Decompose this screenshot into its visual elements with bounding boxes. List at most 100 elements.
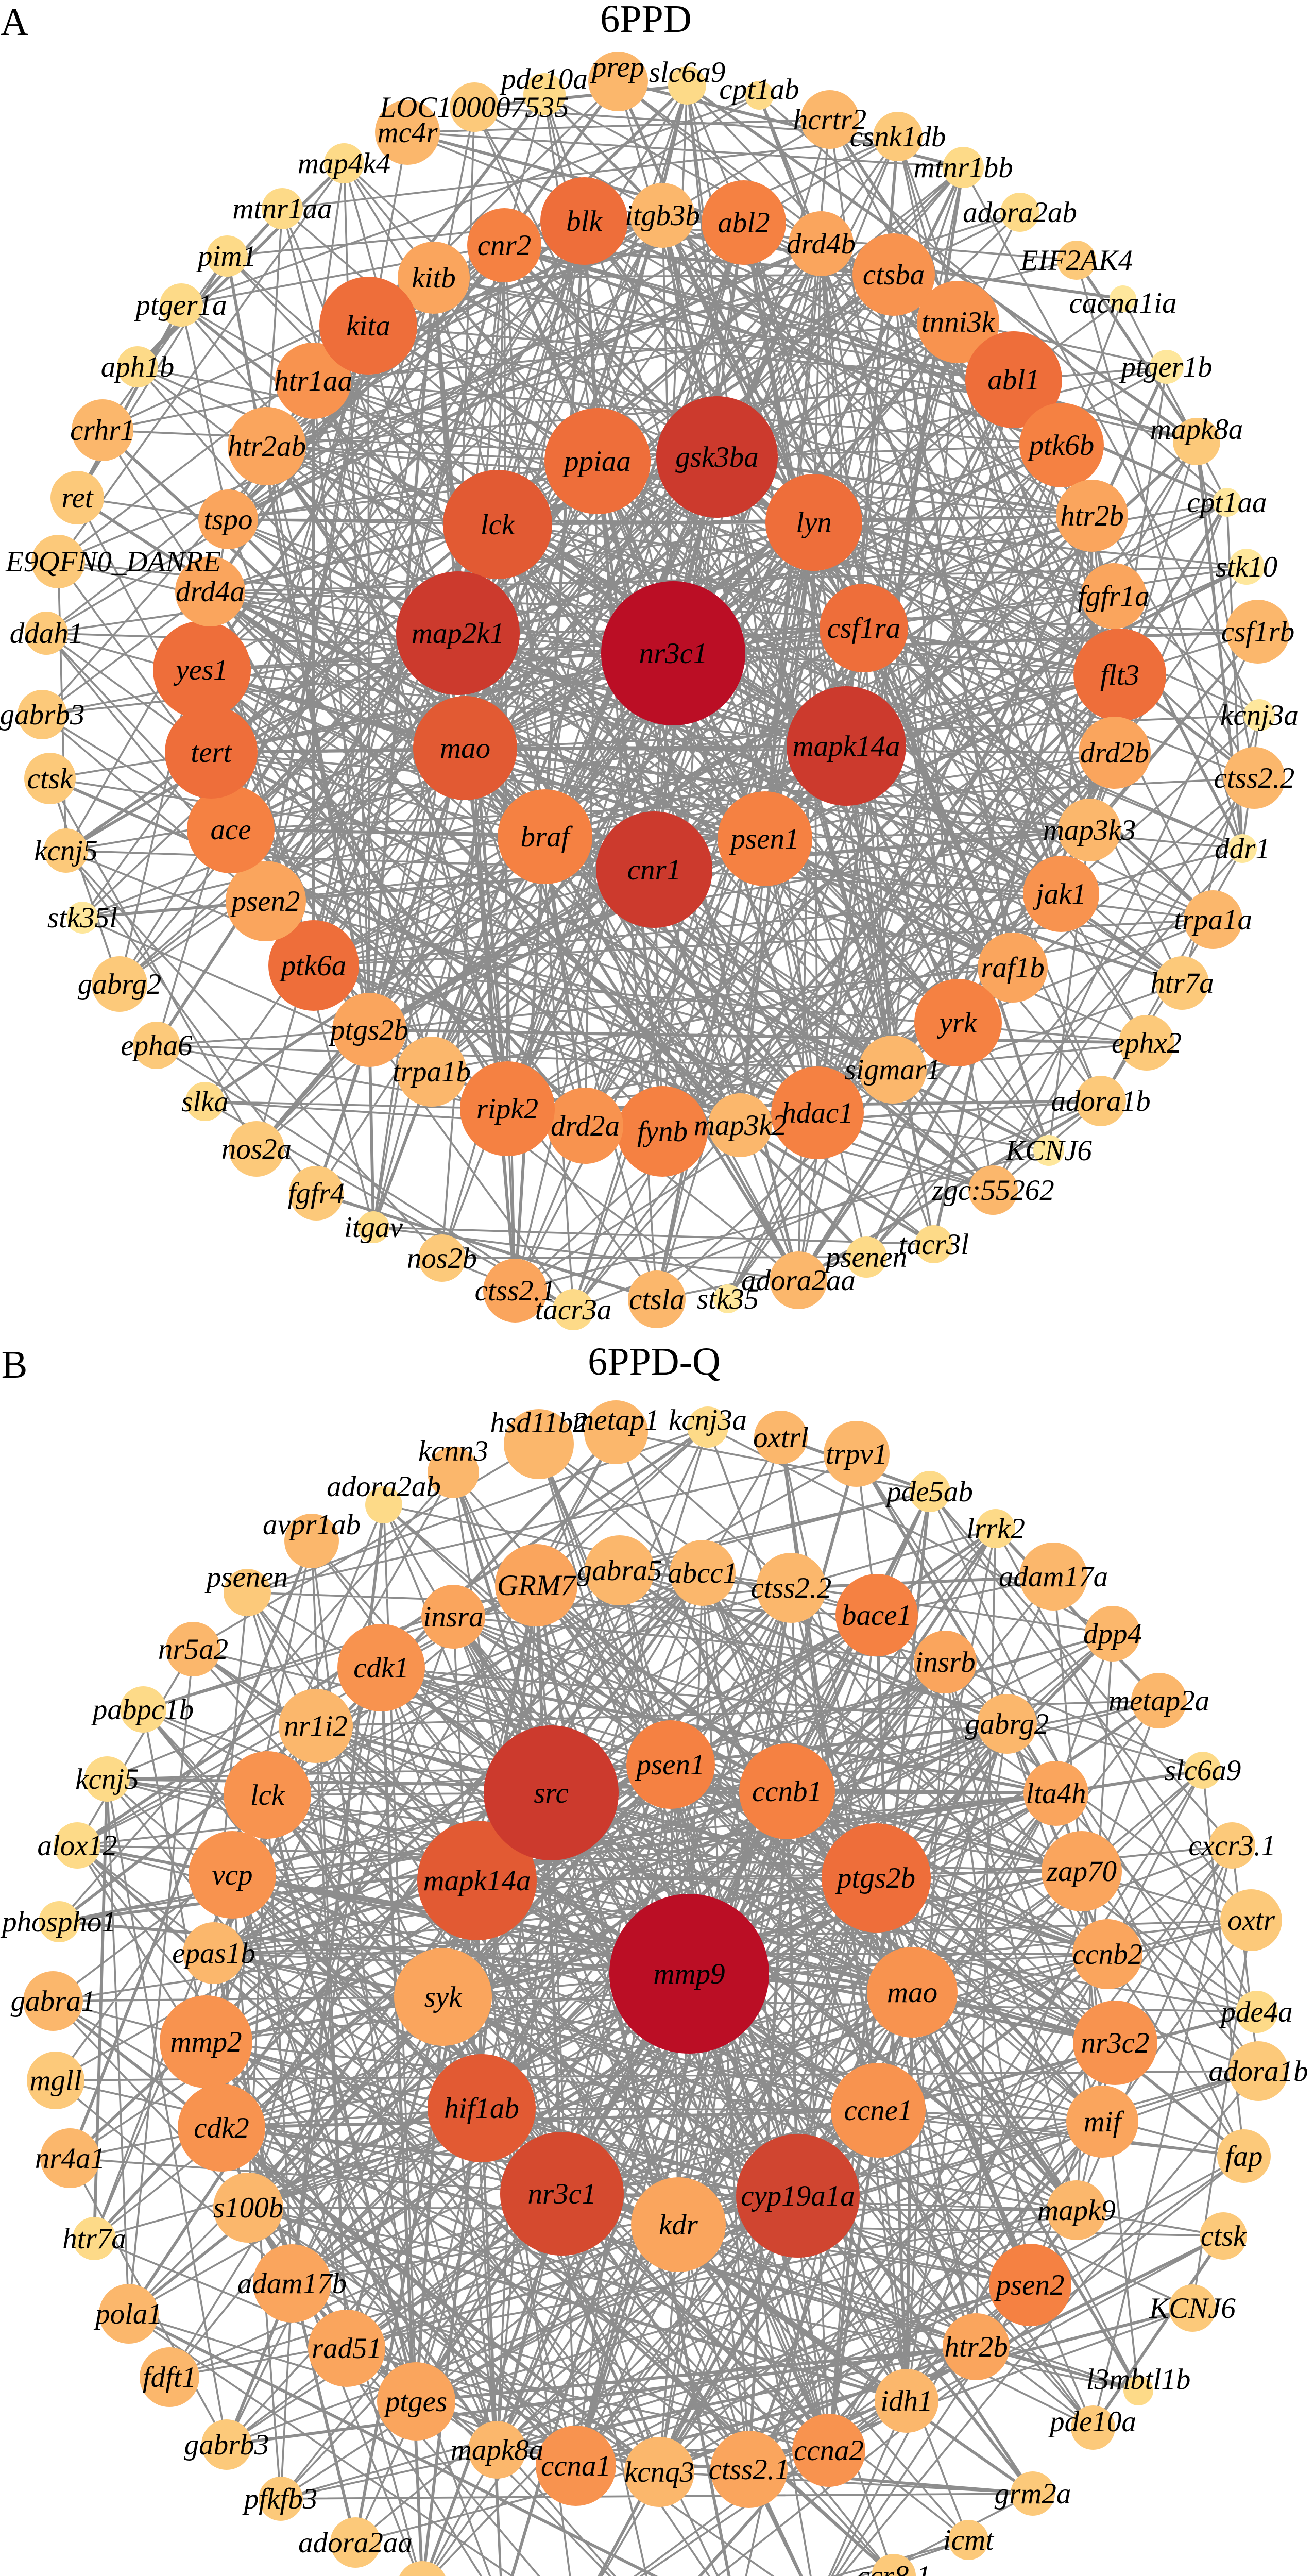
svg-text:gabrg2: gabrg2: [78, 968, 162, 1001]
svg-text:csnk1db: csnk1db: [850, 121, 946, 153]
svg-text:adora2ab: adora2ab: [327, 1470, 441, 1503]
svg-text:stk35: stk35: [697, 1283, 759, 1315]
svg-text:ppiaa: ppiaa: [562, 445, 631, 478]
svg-text:cyp19a1a: cyp19a1a: [741, 2180, 855, 2212]
svg-text:gsk3ba: gsk3ba: [675, 441, 758, 473]
svg-text:mif: mif: [1084, 2106, 1125, 2138]
svg-text:itgav: itgav: [344, 1211, 403, 1244]
svg-text:dpp4: dpp4: [1083, 1618, 1142, 1650]
svg-text:gabrg2: gabrg2: [965, 1708, 1049, 1740]
svg-text:flt3: flt3: [1100, 659, 1139, 691]
svg-text:nr5a2: nr5a2: [158, 1633, 228, 1666]
svg-text:nr1i2: nr1i2: [284, 1710, 348, 1742]
svg-text:fgfr4: fgfr4: [288, 1177, 345, 1210]
svg-text:drd2a: drd2a: [551, 1110, 620, 1142]
svg-text:insrb: insrb: [915, 1646, 975, 1679]
svg-text:mapk8a: mapk8a: [451, 2434, 543, 2466]
svg-text:adora1b: adora1b: [1208, 2055, 1308, 2088]
svg-text:ptk6a: ptk6a: [279, 950, 347, 982]
svg-text:fdft1: fdft1: [143, 2361, 197, 2394]
svg-text:jak1: jak1: [1032, 878, 1086, 910]
svg-text:zap70: zap70: [1046, 1855, 1117, 1888]
svg-text:icmt: icmt: [943, 2524, 994, 2556]
svg-text:trpv1: trpv1: [826, 1438, 888, 1470]
svg-text:vcp: vcp: [212, 1859, 252, 1891]
svg-text:ptges: ptges: [383, 2385, 447, 2418]
svg-text:adam17a: adam17a: [999, 1561, 1108, 1593]
svg-text:cnr1: cnr1: [627, 854, 681, 886]
svg-text:psen2: psen2: [994, 2269, 1065, 2301]
svg-text:epas1b: epas1b: [172, 1937, 255, 1970]
svg-text:ace: ace: [210, 814, 251, 846]
svg-text:tert: tert: [191, 736, 232, 769]
svg-text:mao: mao: [440, 732, 490, 765]
svg-text:stk35l: stk35l: [47, 902, 117, 934]
svg-text:nr3c1: nr3c1: [528, 2178, 596, 2210]
svg-text:ctsla: ctsla: [629, 1283, 685, 1316]
svg-text:fap: fap: [1225, 2140, 1263, 2173]
svg-text:slc6a9: slc6a9: [1165, 1754, 1241, 1787]
svg-text:ctss2.1: ctss2.1: [475, 1275, 556, 1307]
svg-text:cdk1: cdk1: [353, 1652, 409, 1684]
svg-text:kcnj5: kcnj5: [34, 835, 97, 867]
svg-text:itgb3b: itgb3b: [625, 199, 700, 232]
svg-text:pde4a: pde4a: [1219, 1996, 1292, 2028]
svg-text:hsd11b2: hsd11b2: [490, 1406, 588, 1439]
svg-text:cpt1ab: cpt1ab: [719, 73, 799, 106]
svg-text:gabrb3: gabrb3: [184, 2429, 269, 2461]
svg-text:pde10a: pde10a: [1048, 2405, 1136, 2438]
svg-text:grm2a: grm2a: [995, 2478, 1071, 2510]
svg-text:ctsba: ctsba: [863, 259, 925, 291]
svg-text:mao: mao: [887, 1976, 937, 2009]
svg-text:htr2b: htr2b: [944, 2331, 1008, 2363]
svg-text:kcnq3: kcnq3: [624, 2456, 694, 2488]
svg-text:ccr8.1: ccr8.1: [857, 2560, 931, 2576]
svg-text:ctsk: ctsk: [1201, 2220, 1247, 2252]
svg-text:htr7a: htr7a: [1150, 967, 1214, 999]
svg-text:mtnr1bb: mtnr1bb: [913, 151, 1013, 184]
svg-text:ccnb2: ccnb2: [1072, 1938, 1142, 1971]
svg-text:drd4b: drd4b: [787, 228, 856, 260]
svg-text:prep: prep: [590, 51, 644, 83]
svg-text:slc6a9: slc6a9: [649, 56, 726, 89]
svg-text:ctss2.1: ctss2.1: [709, 2453, 790, 2486]
svg-text:mapk8a: mapk8a: [1150, 413, 1243, 446]
svg-text:kita: kita: [346, 310, 390, 342]
svg-text:map4k4: map4k4: [298, 147, 390, 180]
svg-text:ctss2.2: ctss2.2: [1214, 762, 1295, 794]
svg-text:pim1: pim1: [196, 240, 257, 273]
svg-text:lta4h: lta4h: [1026, 1777, 1086, 1810]
svg-text:ptger1a: ptger1a: [133, 289, 227, 321]
svg-text:epha6: epha6: [121, 1029, 193, 1062]
svg-text:mgll: mgll: [29, 2064, 81, 2097]
svg-text:ptgs2b: ptgs2b: [835, 1862, 915, 1894]
svg-text:crhr1: crhr1: [70, 414, 135, 447]
svg-text:abl2: abl2: [718, 207, 770, 239]
svg-text:pfkfb3: pfkfb3: [242, 2483, 317, 2515]
svg-text:cacna1ia: cacna1ia: [1069, 287, 1177, 319]
svg-text:A: A: [1, 1, 29, 44]
svg-text:pola1: pola1: [93, 2298, 162, 2330]
svg-text:csf1rb: csf1rb: [1221, 616, 1295, 648]
svg-text:yes1: yes1: [173, 654, 228, 686]
svg-text:kcnn3: kcnn3: [418, 1435, 488, 1467]
svg-text:E9QFN0_DANRE: E9QFN0_DANRE: [5, 546, 221, 578]
svg-text:GRM7: GRM7: [497, 1569, 576, 1602]
svg-text:kcnj5: kcnj5: [75, 1763, 139, 1795]
svg-text:adora2aa: adora2aa: [298, 2527, 413, 2559]
svg-text:ccnb1: ccnb1: [752, 1775, 822, 1808]
svg-text:tacr3l: tacr3l: [899, 1228, 969, 1261]
svg-text:kcnj3a: kcnj3a: [669, 1404, 747, 1436]
svg-text:aph1b: aph1b: [101, 351, 175, 383]
svg-text:abcc1: abcc1: [668, 1557, 738, 1589]
svg-text:ptk6b: ptk6b: [1027, 429, 1095, 462]
svg-text:psen1: psen1: [729, 823, 799, 855]
svg-text:mtnr1aa: mtnr1aa: [232, 193, 332, 225]
svg-text:mc4r: mc4r: [377, 116, 438, 149]
svg-text:hif1ab: hif1ab: [444, 2092, 519, 2125]
svg-text:lck: lck: [250, 1779, 285, 1811]
svg-text:cnr2: cnr2: [477, 229, 531, 262]
svg-text:nos2b: nos2b: [407, 1242, 477, 1275]
svg-text:nr4a1: nr4a1: [35, 2142, 105, 2175]
svg-text:trpa1a: trpa1a: [1174, 904, 1252, 936]
